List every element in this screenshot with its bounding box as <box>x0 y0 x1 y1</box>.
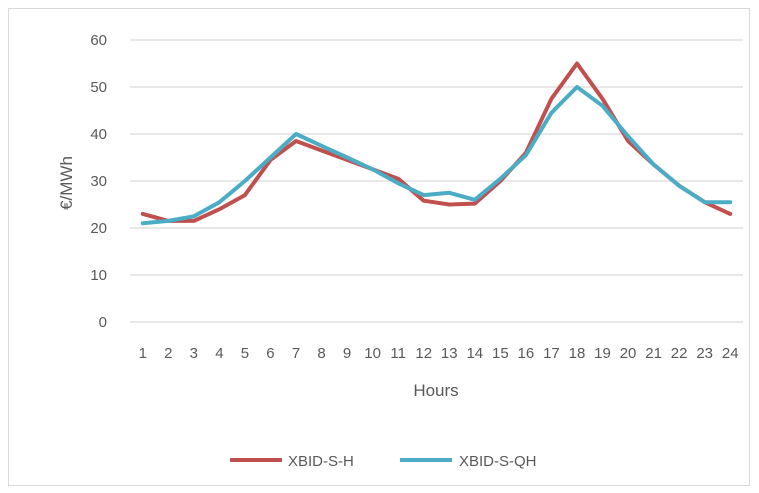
x-tick-label: 7 <box>292 345 300 362</box>
y-tick-label: 0 <box>99 314 107 331</box>
x-tick-label: 8 <box>317 345 325 362</box>
legend-label-1: XBID-S-H <box>288 453 354 470</box>
y-tick-labels: 0 10 20 30 40 50 60 <box>90 32 107 331</box>
x-tick-label: 19 <box>594 345 611 362</box>
y-tick-label: 10 <box>90 267 107 284</box>
legend: XBID-S-H XBID-S-QH <box>230 453 537 470</box>
x-tick-label: 10 <box>364 345 381 362</box>
x-tick-label: 15 <box>492 345 509 362</box>
x-tick-label: 4 <box>215 345 223 362</box>
y-tick-label: 30 <box>90 173 107 190</box>
x-tick-label: 12 <box>415 345 432 362</box>
series-line-2 <box>140 85 733 226</box>
x-tick-label: 5 <box>241 345 249 362</box>
x-tick-label: 16 <box>518 345 535 362</box>
x-tick-label: 17 <box>543 345 560 362</box>
x-tick-label: 22 <box>671 345 688 362</box>
x-tick-label: 23 <box>696 345 713 362</box>
chart-frame <box>8 8 750 486</box>
x-tick-label: 6 <box>266 345 274 362</box>
x-tick-label: 3 <box>190 345 198 362</box>
x-tick-label: 2 <box>164 345 172 362</box>
legend-label-2: XBID-S-QH <box>459 453 537 470</box>
x-tick-label: 21 <box>645 345 662 362</box>
x-tick-label: 18 <box>569 345 586 362</box>
y-tick-label: 60 <box>90 32 107 49</box>
gridlines <box>130 39 743 323</box>
x-tick-label: 9 <box>343 345 351 362</box>
y-axis-title: €/MWh <box>57 156 76 210</box>
x-tick-label: 1 <box>139 345 147 362</box>
y-tick-label: 40 <box>90 126 107 143</box>
x-tick-label: 20 <box>620 345 637 362</box>
x-axis-title: Hours <box>413 381 458 400</box>
x-tick-label: 14 <box>466 345 483 362</box>
x-tick-labels: 1 2 3 4 5 6 7 8 9 10 11 12 13 14 15 16 17 18 19 20 21 22 23 24 <box>139 345 739 362</box>
y-tick-label: 50 <box>90 79 107 96</box>
x-tick-label: 24 <box>722 345 739 362</box>
y-tick-label: 20 <box>90 220 107 237</box>
series-line-1 <box>140 61 733 223</box>
x-tick-label: 11 <box>390 345 406 362</box>
x-tick-label: 13 <box>441 345 458 362</box>
series-lines <box>140 61 733 226</box>
